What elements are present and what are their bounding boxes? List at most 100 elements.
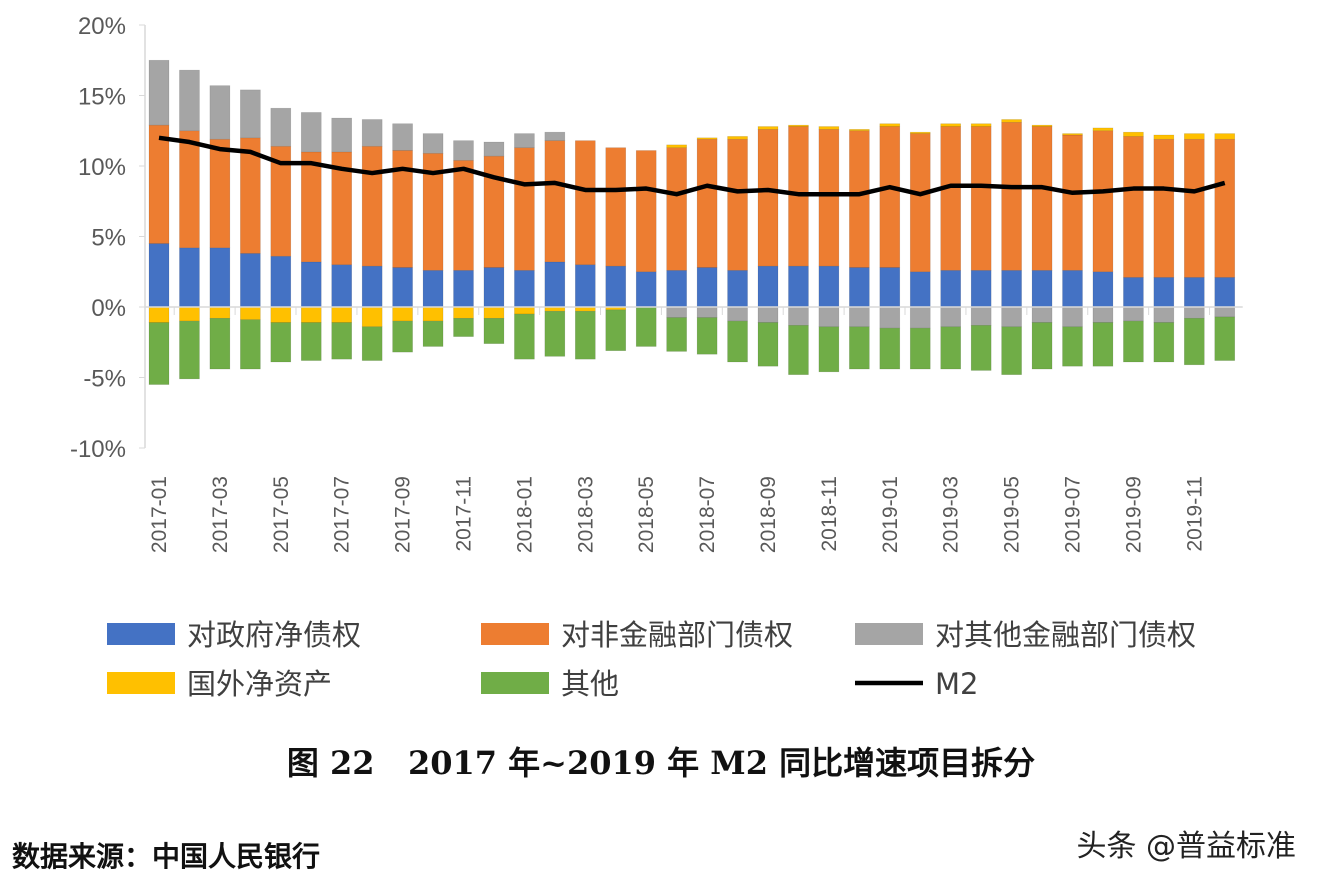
bar-segment (1062, 326, 1083, 367)
legend-label: 国外净资产 (187, 667, 332, 701)
x-axis: 2017-01 2017-03 2017-05 2017-07 2017-09 2017-… (145, 306, 1243, 553)
bar-segment (1214, 277, 1236, 308)
bar-segment (1031, 306, 1053, 323)
bar-segment (635, 150, 657, 273)
y-axis: 20% 15% 10% 5% 0% -5% -10% (70, 13, 146, 463)
bar-segment (1184, 306, 1205, 319)
bar-segment (818, 126, 840, 130)
bar-stack-2019-01 (879, 123, 901, 370)
bar-segment (300, 306, 322, 323)
bar-segment (1001, 121, 1022, 271)
legend-item: 对非金融部门债权 (481, 618, 793, 652)
y-tick-label: 15% (78, 84, 126, 111)
bar-segment (544, 310, 566, 357)
bar-segment (940, 123, 962, 127)
bar-segment (727, 270, 748, 308)
bar-segment (970, 126, 992, 271)
bar-segment (940, 126, 962, 271)
y-tick-label: 5% (91, 225, 126, 252)
bar-segment (148, 124, 170, 244)
bar-segment (818, 265, 840, 308)
bar-segment (727, 136, 748, 140)
bar-segment (849, 306, 870, 328)
bar-segment (1184, 133, 1205, 140)
bar-segment (270, 306, 292, 323)
bar-segment (666, 144, 687, 148)
bar-segment (1001, 119, 1022, 123)
x-tick-label: 2017-11 (453, 476, 476, 552)
x-tick-label: 2018-11 (818, 476, 841, 552)
bar-segment (483, 141, 505, 157)
bar-segment (240, 89, 261, 139)
bar-segment (514, 270, 535, 308)
bar-segment (574, 140, 596, 265)
bar-segment (909, 271, 931, 308)
legend-swatch (855, 623, 923, 645)
bar-segment (788, 325, 809, 375)
bar-segment (1031, 126, 1053, 271)
bar-stack-2017-10 (422, 133, 444, 347)
legend-swatch (107, 623, 175, 645)
bar-stack-2019-09 (1123, 131, 1144, 363)
bar-segment (879, 306, 901, 329)
bar-stack-2018-09 (757, 126, 779, 367)
bar-stack-2019-08 (1092, 127, 1114, 367)
bar-segment (696, 137, 718, 140)
bar-segment (270, 107, 292, 147)
legend-label: 对非金融部门债权 (561, 618, 793, 652)
bar-segment (970, 325, 992, 371)
bar-segment (1123, 277, 1144, 308)
bar-segment (148, 322, 170, 385)
bar-segment (148, 306, 170, 323)
bar-segment (331, 264, 353, 308)
bar-segment (818, 129, 840, 267)
legend-label: 其他 (561, 667, 619, 701)
bar-segment (331, 306, 353, 323)
legend-label: M2 (935, 667, 978, 701)
bar-segment (392, 123, 413, 151)
bar-segment (1153, 134, 1175, 140)
bar-stack-2018-05 (635, 150, 657, 347)
x-tick-label: 2019-01 (879, 476, 902, 553)
bar-segment (1062, 270, 1083, 308)
bar-segment (940, 306, 962, 328)
bar-stack-2019-10 (1153, 134, 1175, 363)
bar-segment (422, 270, 444, 308)
bar-segment (361, 119, 383, 147)
bar-segment (209, 317, 231, 370)
bar-segment (240, 306, 261, 320)
bar-segment (1214, 306, 1236, 318)
bar-stack-2017-07 (331, 117, 353, 360)
bar-segment (209, 138, 231, 249)
bar-segment (1184, 138, 1205, 278)
bar-segment (696, 317, 718, 355)
bar-stack-2018-06 (666, 144, 687, 352)
bar-segment (635, 271, 657, 308)
bar-stack-2017-08 (361, 119, 383, 361)
x-tick-label: 2019-03 (940, 476, 963, 553)
x-tick-label: 2017-01 (148, 476, 171, 553)
bar-segment (818, 326, 840, 373)
bar-segment (361, 326, 383, 361)
bar-segment (757, 265, 779, 308)
bar-segment (849, 326, 870, 370)
bar-segment (696, 267, 718, 308)
bar-stack-2018-07 (696, 137, 718, 355)
bar-segment (727, 138, 748, 271)
x-tick-label: 2018-01 (513, 476, 536, 553)
bar-segment (879, 126, 901, 268)
bar-segment (940, 326, 962, 370)
bar-segment (605, 265, 627, 308)
bar-segment (1184, 277, 1205, 308)
bar-segment (270, 322, 292, 363)
bar-segment (666, 147, 687, 271)
bar-segment (300, 151, 322, 263)
bar-segment (727, 306, 748, 322)
bar-segment (483, 306, 505, 319)
chart-title: 图 22 2017 年~2019 年 M2 同比增速项目拆分 (287, 744, 1035, 782)
x-tick-label: 2018-09 (757, 476, 780, 553)
bar-segment (788, 124, 809, 127)
x-tick-label: 2019-05 (1001, 476, 1024, 553)
bar-segment (453, 270, 474, 308)
x-tick-label: 2017-03 (209, 476, 232, 553)
